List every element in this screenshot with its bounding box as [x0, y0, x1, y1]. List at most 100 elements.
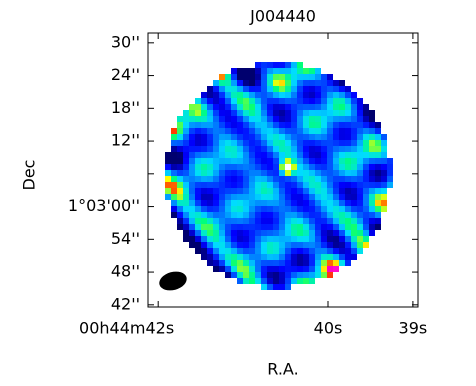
- map-pixel: [285, 98, 291, 104]
- map-pixel: [273, 224, 279, 230]
- map-pixel: [261, 176, 267, 182]
- map-pixel: [321, 212, 327, 218]
- map-pixel: [237, 104, 243, 110]
- map-pixel: [279, 242, 285, 248]
- map-pixel: [333, 254, 339, 260]
- map-pixel: [207, 254, 213, 260]
- map-pixel: [345, 116, 351, 122]
- map-pixel: [255, 278, 261, 284]
- map-pixel: [249, 152, 255, 158]
- map-pixel: [357, 212, 363, 218]
- map-pixel: [255, 68, 261, 74]
- map-pixel: [213, 242, 219, 248]
- y-tick-label: 42'': [111, 294, 140, 313]
- map-pixel: [195, 230, 201, 236]
- map-pixel: [183, 170, 189, 176]
- map-pixel: [303, 80, 309, 86]
- map-pixel: [363, 104, 369, 110]
- map-pixel: [291, 122, 297, 128]
- map-pixel: [231, 80, 237, 86]
- map-pixel: [201, 128, 207, 134]
- map-pixel: [351, 176, 357, 182]
- map-pixel: [297, 98, 303, 104]
- map-pixel: [315, 80, 321, 86]
- map-pixel: [267, 188, 273, 194]
- map-pixel: [381, 140, 387, 146]
- map-pixel: [213, 266, 219, 272]
- map-pixel: [261, 242, 267, 248]
- map-pixel: [261, 92, 267, 98]
- map-pixel: [219, 236, 225, 242]
- x-tick-label: 40s: [314, 319, 343, 338]
- map-pixel: [267, 254, 273, 260]
- map-pixel: [321, 188, 327, 194]
- map-pixel: [351, 110, 357, 116]
- map-pixel: [231, 128, 237, 134]
- map-pixel: [351, 200, 357, 206]
- map-pixel: [171, 146, 177, 152]
- map-pixel: [207, 86, 213, 92]
- map-pixel: [291, 158, 297, 164]
- map-pixel: [321, 242, 327, 248]
- map-pixel: [207, 128, 213, 134]
- frame: [147, 32, 419, 308]
- map-pixel: [237, 212, 243, 218]
- map-pixel: [219, 164, 225, 170]
- map-pixel: [189, 140, 195, 146]
- map-pixel: [381, 170, 387, 176]
- map-pixel: [279, 122, 285, 128]
- map-pixel: [177, 116, 183, 122]
- map-pixel: [345, 194, 351, 200]
- map-pixel: [303, 68, 309, 74]
- map-pixel: [363, 188, 369, 194]
- map-pixel: [357, 158, 363, 164]
- map-pixel: [273, 272, 279, 278]
- map-pixel: [345, 236, 351, 242]
- map-pixel: [225, 218, 231, 224]
- map-pixel: [195, 212, 201, 218]
- map-pixel: [315, 254, 321, 260]
- map-pixel: [291, 116, 297, 122]
- map-pixel: [321, 224, 327, 230]
- map-pixel: [207, 104, 213, 110]
- map-pixel: [213, 86, 219, 92]
- map-pixel: [261, 278, 267, 284]
- map-pixel: [369, 188, 375, 194]
- map-pixel: [225, 92, 231, 98]
- map-pixel: [249, 200, 255, 206]
- map-pixel: [327, 110, 333, 116]
- map-pixel: [267, 128, 273, 134]
- map-pixel: [207, 236, 213, 242]
- map-pixel: [231, 110, 237, 116]
- map-pixel: [189, 236, 195, 242]
- map-pixel: [333, 170, 339, 176]
- map-pixel: [219, 116, 225, 122]
- map-pixel: [189, 134, 195, 140]
- map-pixel: [285, 278, 291, 284]
- map-pixel: [297, 194, 303, 200]
- map-pixel: [351, 140, 357, 146]
- map-pixel: [219, 260, 225, 266]
- map-pixel: [339, 116, 345, 122]
- map-pixel: [267, 206, 273, 212]
- map-pixel: [345, 158, 351, 164]
- map-pixel: [285, 92, 291, 98]
- map-pixel: [387, 176, 393, 182]
- map-pixel: [357, 134, 363, 140]
- map-pixel: [177, 164, 183, 170]
- map-pixel: [303, 254, 309, 260]
- map-pixel: [369, 212, 375, 218]
- map-pixel: [321, 158, 327, 164]
- map-pixel: [279, 164, 285, 170]
- map-pixel: [315, 272, 321, 278]
- map-pixel: [333, 110, 339, 116]
- map-pixel: [303, 116, 309, 122]
- map-pixel: [357, 218, 363, 224]
- map-pixel: [375, 218, 381, 224]
- map-pixel: [219, 86, 225, 92]
- map-pixel: [303, 272, 309, 278]
- map-pixel: [285, 212, 291, 218]
- map-pixel: [369, 140, 375, 146]
- map-pixel: [255, 242, 261, 248]
- map-pixel: [195, 98, 201, 104]
